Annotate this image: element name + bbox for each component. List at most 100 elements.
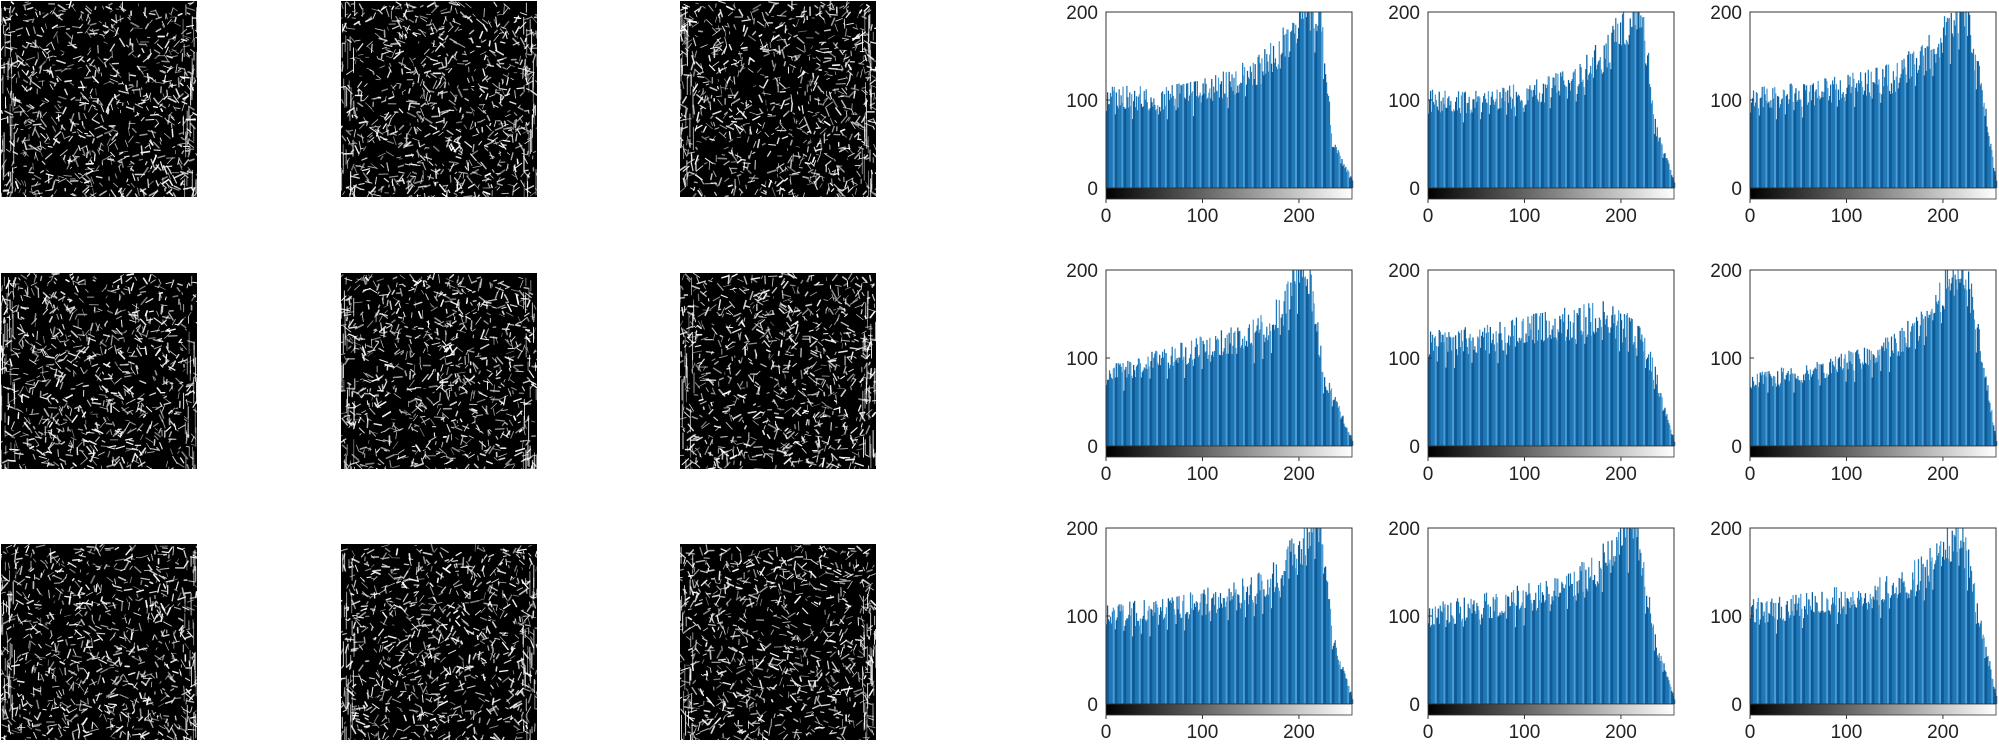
bar	[1634, 336, 1636, 446]
bar	[1921, 45, 1923, 189]
bar	[1637, 12, 1639, 188]
bar	[1888, 608, 1891, 704]
y-tick-label: 200	[1066, 261, 1098, 282]
bar	[1291, 538, 1293, 704]
bar	[1274, 325, 1277, 446]
bar	[1236, 92, 1238, 188]
bar	[1539, 102, 1542, 188]
bar	[1110, 623, 1113, 704]
bar	[1161, 91, 1164, 188]
bar	[1790, 368, 1792, 446]
bar	[1250, 71, 1252, 188]
bar	[1854, 381, 1856, 446]
bar	[1159, 354, 1161, 446]
bar	[1528, 89, 1530, 188]
bar	[1810, 376, 1813, 446]
bar	[1510, 320, 1513, 446]
bar	[1930, 311, 1932, 446]
bar	[1926, 46, 1928, 188]
bar	[1567, 314, 1570, 446]
bar	[1495, 331, 1497, 446]
bar	[1953, 295, 1955, 446]
bar	[1193, 603, 1196, 704]
bar	[1617, 320, 1619, 446]
bar	[1631, 528, 1633, 704]
bar	[1642, 567, 1644, 704]
bar	[1766, 88, 1768, 188]
bar	[1330, 388, 1333, 446]
bar	[1572, 322, 1574, 446]
bar	[1561, 581, 1563, 704]
bar	[1221, 355, 1224, 446]
bar	[1304, 555, 1306, 704]
bar	[1586, 588, 1588, 704]
bar	[1177, 609, 1179, 704]
bar	[1670, 170, 1672, 188]
bar	[1825, 611, 1827, 704]
bar	[1293, 270, 1295, 446]
bar	[1875, 590, 1877, 704]
bar	[1507, 342, 1509, 446]
bar	[1584, 343, 1586, 446]
bar	[1878, 605, 1880, 704]
bar	[1219, 84, 1222, 188]
bar	[1870, 598, 1872, 704]
bar	[1327, 96, 1330, 188]
bar	[1327, 599, 1330, 704]
bar	[1258, 54, 1260, 188]
bar	[1808, 599, 1811, 704]
bar	[1600, 69, 1602, 188]
bar	[1879, 577, 1881, 704]
bar	[1529, 323, 1531, 446]
bar	[1519, 607, 1521, 704]
bar	[1672, 692, 1674, 704]
bar	[1661, 661, 1663, 704]
bar	[1245, 592, 1248, 704]
bar	[1562, 583, 1564, 704]
bar	[1120, 604, 1122, 704]
bar	[1242, 62, 1244, 189]
bar	[1664, 670, 1666, 704]
x-tick-label: 100	[1509, 722, 1541, 743]
bar	[1898, 82, 1900, 188]
bar	[1428, 608, 1431, 704]
bar	[1260, 574, 1262, 704]
bar	[1189, 81, 1192, 188]
bar	[1545, 320, 1547, 446]
bar	[1496, 342, 1498, 446]
bar	[1526, 595, 1528, 704]
bar	[1218, 607, 1221, 704]
bar	[1431, 608, 1434, 704]
bar	[1879, 349, 1881, 446]
bar	[1958, 565, 1960, 704]
bar	[1587, 591, 1589, 704]
bar	[1454, 367, 1456, 446]
bar	[1462, 122, 1464, 188]
bar	[1585, 569, 1587, 704]
bar	[1350, 435, 1352, 446]
bar	[1536, 610, 1538, 704]
bar	[1308, 12, 1310, 189]
bar	[1955, 12, 1957, 188]
bar	[1840, 98, 1842, 188]
bar	[1984, 116, 1986, 188]
bar	[1780, 606, 1783, 704]
bar	[1961, 12, 1963, 188]
bar	[1198, 609, 1200, 704]
bar	[1827, 376, 1829, 446]
bar	[1106, 92, 1109, 188]
bar	[1208, 354, 1210, 446]
bar	[1196, 602, 1198, 704]
bar	[1213, 593, 1215, 704]
bar	[1956, 552, 1958, 704]
bar	[1938, 43, 1940, 188]
bar	[1127, 618, 1129, 704]
bar	[1174, 614, 1176, 704]
bar	[1633, 528, 1635, 704]
bar	[1459, 606, 1462, 704]
bar	[1300, 549, 1303, 704]
bar	[1933, 313, 1935, 446]
bar	[1202, 593, 1204, 704]
bar	[1630, 528, 1632, 704]
